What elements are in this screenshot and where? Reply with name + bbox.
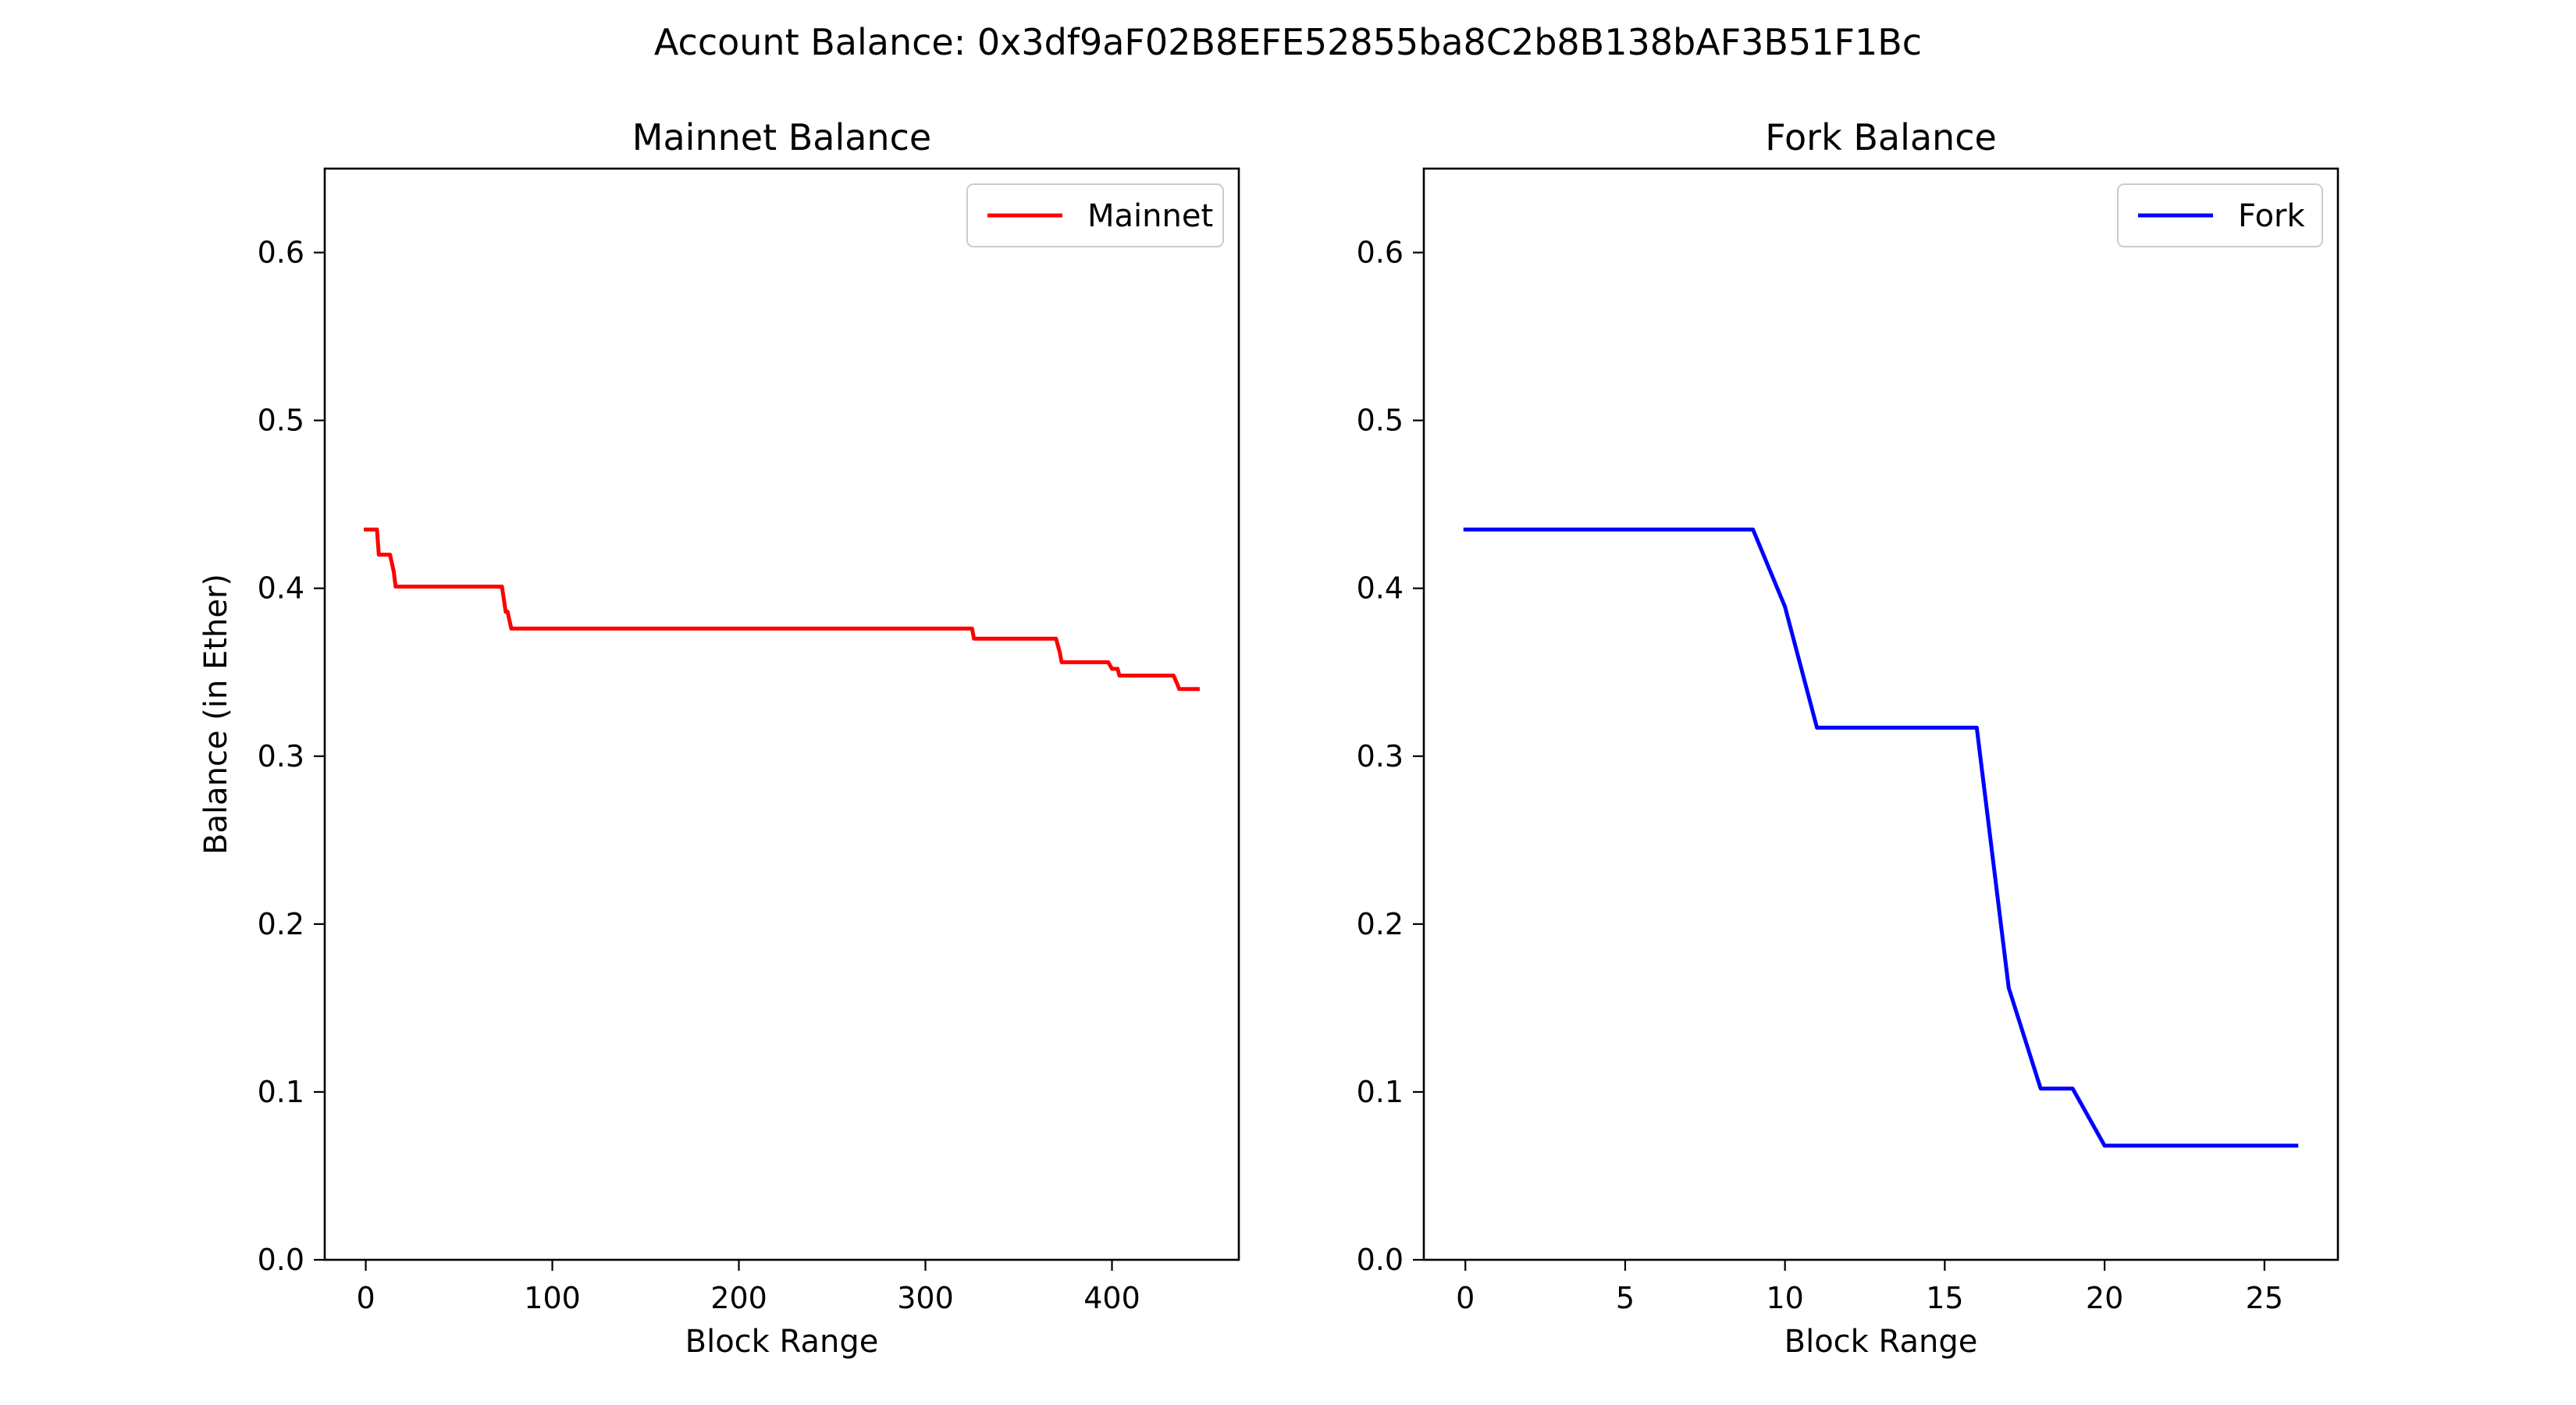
fork-y-tick-label: 0.2 <box>1357 907 1404 941</box>
figure-title: Account Balance: 0x3df9aF02B8EFE52855ba8… <box>654 21 1922 63</box>
mainnet-subplot-title: Mainnet Balance <box>632 116 931 158</box>
mainnet-x-tick-label: 100 <box>524 1281 581 1315</box>
mainnet-x-tick-label: 400 <box>1083 1281 1140 1315</box>
mainnet-axes-frame <box>323 167 1240 1261</box>
fork-x-axis-label: Block Range <box>1784 1324 1978 1360</box>
mainnet-y-tick-label: 0.3 <box>258 739 304 774</box>
mainnet-y-tick-label: 0.6 <box>258 236 304 270</box>
mainnet-y-tick-label: 0.0 <box>258 1243 304 1277</box>
fork-y-tick-label: 0.6 <box>1357 236 1404 270</box>
mainnet-y-tick-label: 0.1 <box>258 1075 304 1109</box>
fork-y-tick-label: 0.1 <box>1357 1075 1404 1109</box>
mainnet-y-axis-label: Balance (in Ether) <box>198 574 234 855</box>
mainnet-x-tick-label: 0 <box>356 1281 375 1315</box>
fork-y-tick-label: 0.5 <box>1357 404 1404 438</box>
mainnet-x-tick-label: 200 <box>710 1281 767 1315</box>
fork-x-tick-label: 10 <box>1766 1281 1803 1315</box>
fork-y-tick-label: 0.0 <box>1357 1243 1404 1277</box>
mainnet-series-line <box>364 527 1200 692</box>
mainnet-x-tick-label: 300 <box>897 1281 954 1315</box>
mainnet-y-tick-label: 0.5 <box>258 404 304 438</box>
fork-axes-frame <box>1422 167 2339 1261</box>
fork-x-tick-label: 0 <box>1456 1281 1475 1315</box>
fork-y-tick-label: 0.3 <box>1357 739 1404 774</box>
fork-x-tick-label: 20 <box>2086 1281 2123 1315</box>
fork-balance-plot: 0 5 10 15 20 25 0.0 0.1 0.2 0.3 0.4 0.5 0.6 Fork Bala… <box>1357 116 2339 1360</box>
fork-x-tick-label: 5 <box>1616 1281 1635 1315</box>
mainnet-x-axis-label: Block Range <box>685 1324 879 1360</box>
mainnet-y-tick-label: 0.2 <box>258 907 304 941</box>
fork-x-tick-label: 25 <box>2246 1281 2283 1315</box>
fork-series-line <box>1463 527 2299 1148</box>
fork-legend-box <box>2117 183 2323 247</box>
mainnet-legend-box <box>966 183 1224 247</box>
fork-legend: Fork <box>2117 183 2323 247</box>
mainnet-balance-plot: 0 100 200 300 400 0.0 0.1 0.2 0.3 0.4 0.5 0.6 Mainne… <box>198 116 1240 1360</box>
mainnet-legend: Mainnet <box>966 183 1224 247</box>
fork-legend-label: Fork <box>2238 198 2306 234</box>
fork-x-tick-label: 15 <box>1926 1281 1963 1315</box>
fork-subplot-title: Fork Balance <box>1765 116 1997 158</box>
mainnet-legend-label: Mainnet <box>1087 198 1213 234</box>
mainnet-y-tick-label: 0.4 <box>258 571 304 606</box>
fork-y-tick-label: 0.4 <box>1357 571 1404 606</box>
